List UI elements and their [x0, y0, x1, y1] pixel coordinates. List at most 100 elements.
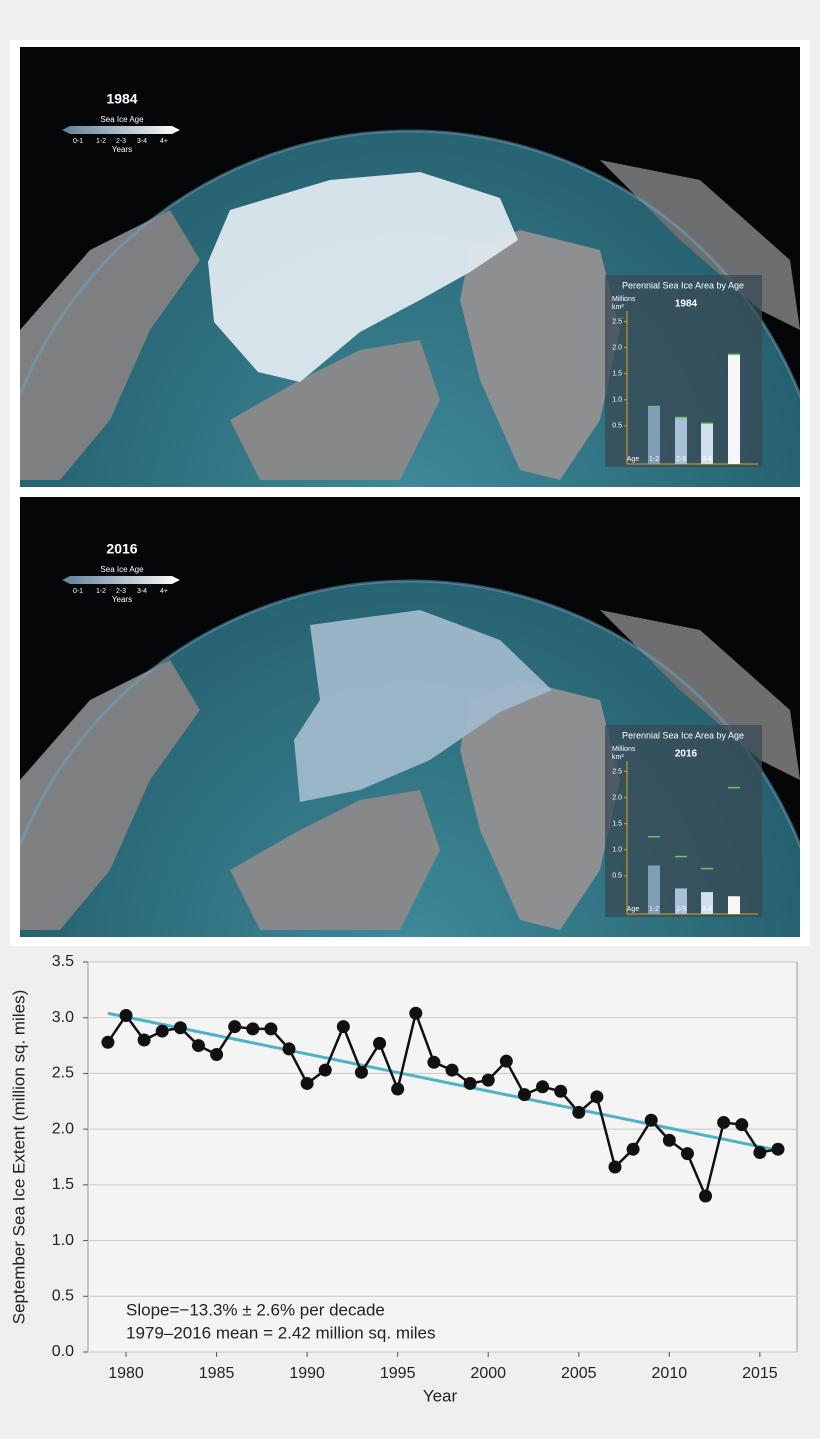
- data-point: [354, 1065, 368, 1079]
- legend-label: 0-1: [73, 588, 83, 595]
- data-point: [137, 1033, 151, 1047]
- inset-category: 4+: [730, 456, 738, 463]
- x-tick-label: 1990: [289, 1365, 325, 1382]
- x-tick-label: 2000: [470, 1365, 506, 1382]
- data-point: [536, 1080, 550, 1094]
- inset-category: 2-3: [676, 456, 686, 463]
- data-point: [246, 1022, 260, 1036]
- data-point: [662, 1133, 676, 1147]
- inset-x-label: Age: [627, 906, 640, 913]
- inset-tick-label: 0.5: [612, 873, 622, 880]
- legend-label: 2-3: [116, 588, 126, 595]
- x-tick-label: 1985: [199, 1365, 235, 1382]
- data-point: [554, 1084, 568, 1098]
- annotation: 1979–2016 mean = 2.42 million sq. miles: [126, 1323, 436, 1342]
- map-year: 2016: [106, 541, 137, 557]
- data-point: [481, 1073, 495, 1087]
- inset-tick-label: 2.5: [612, 318, 622, 325]
- inset-background: [605, 725, 762, 917]
- legend-label: 3-4: [137, 138, 147, 145]
- sea-ice: [294, 610, 552, 802]
- y-tick-label: 3.5: [52, 953, 74, 970]
- y-tick-label: 0.5: [52, 1288, 74, 1305]
- inset-y-label: km²: [612, 754, 624, 761]
- data-point: [608, 1160, 622, 1174]
- legend-title: Sea Ice Age: [100, 565, 144, 574]
- data-point: [572, 1105, 586, 1119]
- data-point: [318, 1063, 332, 1077]
- x-axis-label: Year: [423, 1386, 458, 1405]
- x-tick-label: 2005: [561, 1365, 597, 1382]
- data-point: [373, 1036, 387, 1050]
- x-tick-label: 2010: [652, 1365, 688, 1382]
- inset-tick-label: 0.5: [612, 423, 622, 430]
- data-point: [463, 1076, 477, 1090]
- map-year: 1984: [106, 91, 137, 107]
- inset-x-label: Age: [627, 456, 640, 463]
- inset-tick-label: 1.0: [612, 397, 622, 404]
- legend-label: 1-2: [96, 588, 106, 595]
- data-point: [173, 1021, 187, 1035]
- bar: [701, 423, 713, 464]
- inset-tick-label: 2.0: [612, 794, 622, 801]
- inset-y-label: Millions: [612, 296, 636, 303]
- y-axis-label: September Sea Ice Extent (million sq. mi…: [9, 990, 28, 1324]
- data-point: [264, 1022, 278, 1036]
- plot-area: [87, 961, 798, 1353]
- data-point: [590, 1090, 604, 1104]
- data-point: [680, 1147, 694, 1161]
- inset-title: Perennial Sea Ice Area by Age: [622, 730, 744, 740]
- data-point: [191, 1039, 205, 1053]
- legend-label: 0-1: [73, 138, 83, 145]
- bar: [675, 888, 687, 914]
- data-point: [717, 1115, 731, 1129]
- inset-category: 3-4: [702, 456, 712, 463]
- data-point: [210, 1047, 224, 1061]
- data-point: [499, 1054, 513, 1068]
- inset-category: 1-2: [649, 456, 659, 463]
- inset-y-label: Millions: [612, 746, 636, 753]
- sea-ice: [208, 172, 518, 382]
- legend-title: Sea Ice Age: [100, 115, 144, 124]
- inset-tick-label: 2.0: [612, 344, 622, 351]
- y-tick-label: 0.0: [52, 1343, 74, 1360]
- data-point: [119, 1008, 133, 1022]
- bar: [728, 896, 740, 914]
- legend-label: 4+: [160, 588, 168, 595]
- data-point: [101, 1035, 115, 1049]
- inset-category: 4+: [730, 906, 738, 913]
- data-point: [699, 1189, 713, 1203]
- data-point: [517, 1088, 531, 1102]
- inset-tick-label: 1.5: [612, 821, 622, 828]
- data-point: [155, 1024, 169, 1038]
- y-tick-label: 1.0: [52, 1232, 74, 1249]
- land: [20, 660, 200, 930]
- data-point: [409, 1006, 423, 1020]
- data-point: [753, 1146, 767, 1160]
- land: [230, 790, 440, 930]
- legend-label: 4+: [160, 138, 168, 145]
- legend-label: 2-3: [116, 138, 126, 145]
- x-tick-label: 1995: [380, 1365, 416, 1382]
- x-tick-label: 2015: [742, 1365, 778, 1382]
- data-point: [626, 1142, 640, 1156]
- globe-glow: [20, 129, 800, 400]
- bar: [675, 417, 687, 464]
- y-tick-label: 2.0: [52, 1120, 74, 1137]
- data-point: [300, 1076, 314, 1090]
- inset-subtitle: 2016: [675, 749, 698, 760]
- bar: [728, 354, 740, 464]
- data-point: [336, 1020, 350, 1034]
- data-point: [391, 1082, 405, 1096]
- bar: [648, 406, 660, 464]
- data-point: [735, 1118, 749, 1132]
- land: [460, 680, 620, 930]
- legend-unit: Years: [112, 145, 132, 154]
- inset-tick-label: 1.0: [612, 847, 622, 854]
- land: [20, 210, 200, 480]
- bar: [701, 892, 713, 914]
- data-point: [282, 1042, 296, 1056]
- inset-title: Perennial Sea Ice Area by Age: [622, 280, 744, 290]
- inset-subtitle: 1984: [675, 299, 698, 310]
- inset-category: 2-3: [676, 906, 686, 913]
